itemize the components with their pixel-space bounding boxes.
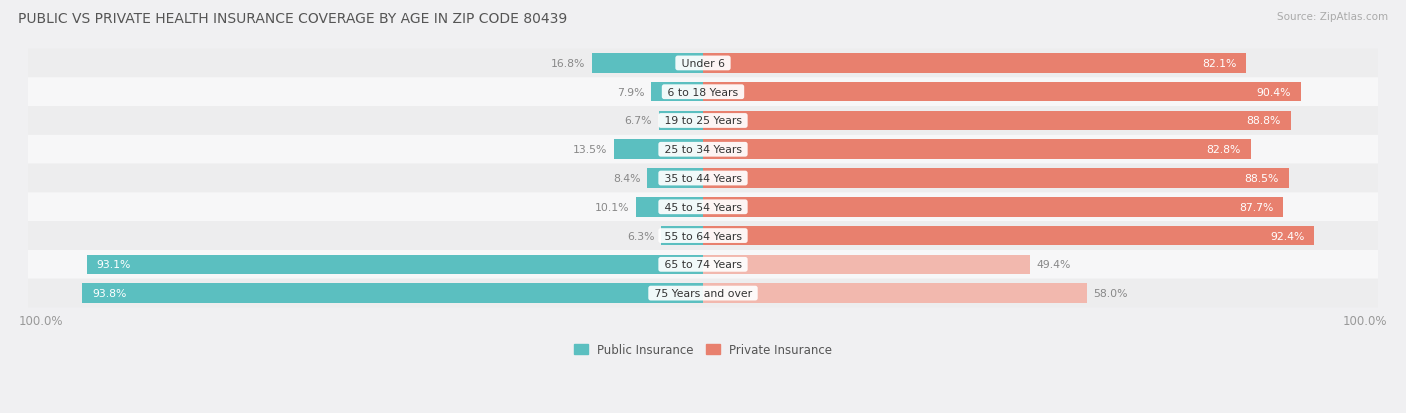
Text: 6.7%: 6.7% [624,116,652,126]
Text: 10.1%: 10.1% [595,202,630,212]
FancyBboxPatch shape [28,193,1378,222]
Text: 25 to 34 Years: 25 to 34 Years [661,145,745,155]
Text: Source: ZipAtlas.com: Source: ZipAtlas.com [1277,12,1388,22]
Text: 16.8%: 16.8% [551,59,585,69]
Text: 49.4%: 49.4% [1036,260,1071,270]
Text: 6.3%: 6.3% [627,231,655,241]
Text: 92.4%: 92.4% [1270,231,1305,241]
FancyBboxPatch shape [28,78,1378,107]
Bar [703,226,1315,246]
Text: 13.5%: 13.5% [572,145,607,155]
Bar [703,140,1251,160]
Bar [647,169,703,188]
Text: 82.1%: 82.1% [1202,59,1236,69]
Text: 6 to 18 Years: 6 to 18 Years [664,88,742,97]
Text: 87.7%: 87.7% [1239,202,1274,212]
Text: PUBLIC VS PRIVATE HEALTH INSURANCE COVERAGE BY AGE IN ZIP CODE 80439: PUBLIC VS PRIVATE HEALTH INSURANCE COVER… [18,12,568,26]
Text: 19 to 25 Years: 19 to 25 Years [661,116,745,126]
Text: 8.4%: 8.4% [613,173,641,184]
Bar [703,169,1289,188]
FancyBboxPatch shape [28,164,1378,193]
Legend: Public Insurance, Private Insurance: Public Insurance, Private Insurance [569,338,837,361]
Text: 58.0%: 58.0% [1094,288,1128,298]
Bar [703,54,1246,74]
Text: 75 Years and over: 75 Years and over [651,288,755,298]
Text: 93.1%: 93.1% [97,260,131,270]
Text: 88.5%: 88.5% [1244,173,1278,184]
Text: Under 6: Under 6 [678,59,728,69]
Bar [658,112,703,131]
Bar [703,83,1301,102]
Bar [703,197,1284,217]
Bar [703,284,1087,303]
Bar [651,83,703,102]
Text: 7.9%: 7.9% [617,88,644,97]
FancyBboxPatch shape [28,50,1378,78]
FancyBboxPatch shape [28,135,1378,164]
Bar [661,226,703,246]
Bar [613,140,703,160]
FancyBboxPatch shape [28,250,1378,279]
Text: 88.8%: 88.8% [1246,116,1281,126]
FancyBboxPatch shape [28,107,1378,135]
Bar [703,255,1031,275]
Bar [87,255,703,275]
Text: 35 to 44 Years: 35 to 44 Years [661,173,745,184]
Bar [636,197,703,217]
Text: 65 to 74 Years: 65 to 74 Years [661,260,745,270]
FancyBboxPatch shape [28,222,1378,250]
Text: 55 to 64 Years: 55 to 64 Years [661,231,745,241]
Bar [592,54,703,74]
FancyBboxPatch shape [28,279,1378,308]
Bar [703,112,1291,131]
Text: 45 to 54 Years: 45 to 54 Years [661,202,745,212]
Bar [83,284,703,303]
Text: 93.8%: 93.8% [93,288,127,298]
Text: 90.4%: 90.4% [1257,88,1291,97]
Text: 82.8%: 82.8% [1206,145,1241,155]
